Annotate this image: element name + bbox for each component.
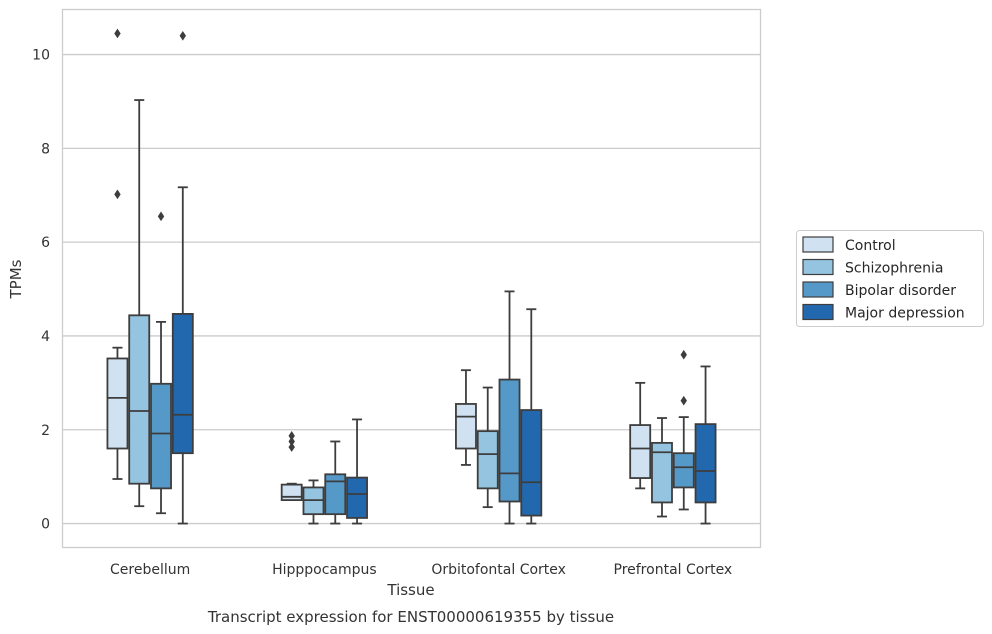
box-bipolar-disorder	[324, 440, 347, 525]
outlier-point	[680, 349, 687, 360]
box-iqr	[672, 452, 695, 489]
box-major-depression	[346, 418, 368, 525]
outlier-point	[157, 211, 165, 222]
x-tick-label: Cerebellum	[110, 562, 190, 578]
y-tick-labels: 0 2 4 6 8 10	[32, 48, 50, 533]
box-iqr	[455, 403, 477, 450]
box-bipolar-disorder	[498, 290, 521, 525]
legend-swatch	[802, 303, 834, 321]
legend-swatch	[802, 236, 834, 253]
box-iqr	[171, 313, 194, 455]
outlier-point	[114, 189, 121, 200]
box-iqr	[106, 357, 129, 450]
plot-frame	[61, 8, 762, 549]
y-tick-label: 8	[41, 141, 50, 157]
legend-label: Control	[845, 238, 896, 254]
box-iqr	[324, 473, 347, 516]
box-bipolar-disorder	[672, 349, 695, 511]
box-schizophrenia	[651, 417, 673, 518]
box-control	[280, 431, 303, 502]
outlier-point	[114, 28, 121, 39]
box-iqr	[520, 409, 543, 517]
x-axis-title: Tissue	[386, 581, 434, 599]
box-layer	[106, 28, 717, 525]
x-tick-label: Orbitofontal Cortex	[431, 562, 566, 578]
box-schizophrenia	[476, 386, 499, 509]
x-tick-label: Prefrontal Cortex	[614, 562, 733, 578]
y-tick-label: 4	[41, 329, 50, 345]
x-tick-label: Hipppocampus	[272, 562, 377, 578]
outlier-point	[288, 442, 295, 452]
box-iqr	[280, 483, 303, 502]
legend-frame	[796, 230, 984, 327]
box-schizophrenia	[302, 479, 325, 525]
box-major-depression	[694, 365, 717, 525]
box-iqr	[498, 378, 521, 503]
box-control	[455, 369, 477, 466]
box-iqr	[128, 314, 151, 485]
legend-swatch	[802, 258, 834, 276]
box-schizophrenia	[128, 99, 151, 508]
box-iqr	[150, 382, 172, 490]
chart-caption: Transcript expression for ENST0000061935…	[207, 608, 614, 626]
box-iqr	[651, 441, 673, 504]
outlier-point	[179, 30, 186, 41]
legend-label: Bipolar disorder	[845, 283, 956, 299]
box-iqr	[694, 423, 717, 504]
y-axis-title: TPMs	[7, 259, 25, 299]
box-iqr	[476, 430, 499, 490]
box-major-depression	[171, 30, 194, 525]
legend: Control Schizophrenia Bipolar disorder Majo…	[796, 230, 984, 327]
box-bipolar-disorder	[150, 211, 172, 515]
box-control	[629, 381, 652, 490]
legend-label: Schizophrenia	[845, 261, 943, 277]
y-tick-label: 6	[41, 235, 50, 251]
outlier-point	[680, 395, 687, 406]
box-control	[106, 28, 129, 480]
x-tick-labels: Cerebellum Hipppocampus Orbitofontal Corte…	[110, 562, 732, 578]
legend-label: Major depression	[845, 306, 965, 322]
box-iqr	[346, 476, 368, 519]
outlier-point	[288, 436, 295, 447]
box-major-depression	[520, 308, 543, 525]
y-tick-label: 0	[41, 517, 50, 533]
outlier-point	[288, 431, 295, 441]
y-tick-label: 2	[41, 423, 50, 439]
y-tick-label: 10	[32, 48, 50, 64]
box-iqr	[629, 424, 652, 479]
legend-swatch	[802, 281, 834, 298]
